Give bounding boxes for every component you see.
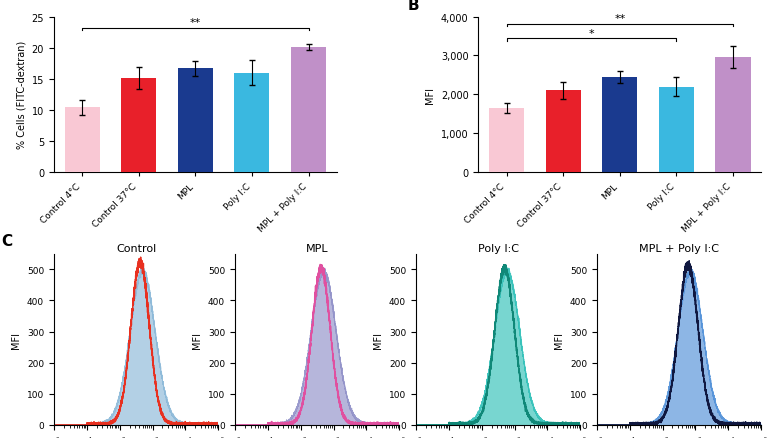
Text: C: C bbox=[2, 233, 12, 249]
Bar bbox=[178, 69, 213, 173]
Title: MPL + Poly I:C: MPL + Poly I:C bbox=[639, 244, 719, 254]
Y-axis label: MFI: MFI bbox=[192, 331, 202, 348]
Bar bbox=[489, 109, 524, 173]
Y-axis label: MFI: MFI bbox=[425, 87, 435, 104]
Title: MPL: MPL bbox=[306, 244, 328, 254]
Bar bbox=[235, 74, 269, 173]
Bar bbox=[546, 91, 581, 173]
Bar bbox=[291, 48, 326, 173]
Text: B: B bbox=[408, 0, 419, 13]
Title: Control: Control bbox=[116, 244, 156, 254]
Text: *: * bbox=[589, 28, 594, 39]
Bar bbox=[715, 58, 751, 173]
Title: Poly I:C: Poly I:C bbox=[478, 244, 518, 254]
Y-axis label: MFI: MFI bbox=[373, 331, 383, 348]
Bar bbox=[122, 79, 156, 173]
Y-axis label: MFI: MFI bbox=[12, 331, 22, 348]
Y-axis label: % Cells (FITC-dextran): % Cells (FITC-dextran) bbox=[16, 41, 26, 149]
Bar bbox=[602, 78, 638, 173]
Bar bbox=[659, 87, 694, 173]
Bar bbox=[65, 108, 100, 173]
Text: **: ** bbox=[190, 18, 201, 28]
Text: **: ** bbox=[614, 14, 625, 24]
Y-axis label: MFI: MFI bbox=[554, 331, 564, 348]
